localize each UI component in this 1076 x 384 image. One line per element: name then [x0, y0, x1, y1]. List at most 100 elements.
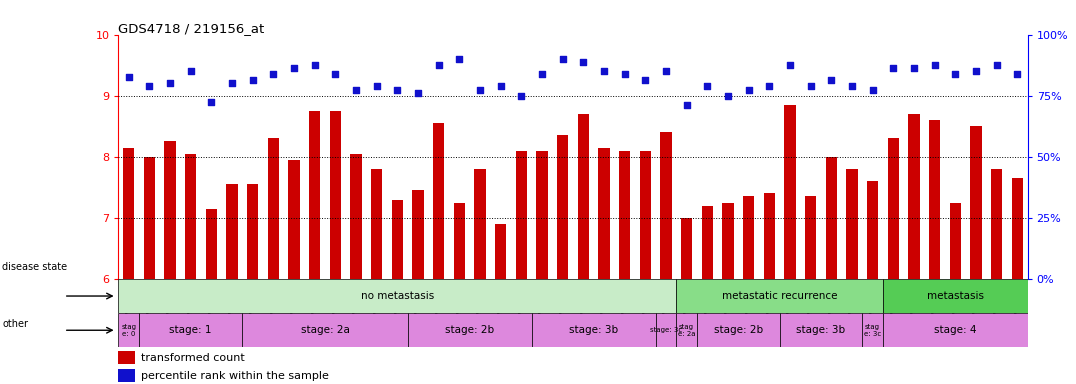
Bar	[206, 209, 217, 279]
Text: transformed count: transformed count	[141, 353, 245, 362]
Bar	[247, 184, 258, 279]
Bar	[412, 190, 424, 279]
Point	[471, 86, 489, 93]
Point	[637, 77, 654, 83]
Text: stag
e: 2a: stag e: 2a	[678, 324, 695, 337]
Bar	[681, 218, 692, 279]
Bar	[780, 313, 862, 348]
Point	[720, 93, 737, 99]
Bar	[578, 114, 589, 279]
Bar	[908, 114, 920, 279]
Point	[202, 99, 220, 105]
Point	[182, 68, 199, 74]
Bar	[118, 279, 677, 313]
Point	[306, 62, 323, 68]
Bar	[268, 138, 279, 279]
Bar	[371, 169, 382, 279]
Point	[802, 83, 819, 89]
Point	[451, 56, 468, 62]
Point	[161, 80, 179, 86]
Point	[388, 86, 406, 93]
Point	[1008, 71, 1025, 77]
Point	[617, 71, 634, 77]
Text: other: other	[2, 319, 28, 329]
Text: disease state: disease state	[2, 262, 68, 272]
Point	[348, 86, 365, 93]
Bar	[950, 203, 961, 279]
Bar	[454, 203, 465, 279]
Point	[698, 83, 716, 89]
Point	[844, 83, 861, 89]
Text: stage: 4: stage: 4	[934, 325, 977, 335]
Point	[823, 77, 840, 83]
Bar	[661, 132, 671, 279]
Text: GDS4718 / 219156_at: GDS4718 / 219156_at	[118, 22, 265, 35]
Point	[492, 83, 509, 89]
Bar	[619, 151, 631, 279]
Text: stag
e: 3c: stag e: 3c	[864, 324, 881, 337]
Bar	[288, 160, 300, 279]
Point	[368, 83, 385, 89]
Bar	[433, 123, 444, 279]
Bar	[702, 205, 713, 279]
Point	[285, 65, 302, 71]
Bar	[309, 111, 321, 279]
Bar	[536, 151, 548, 279]
Point	[327, 71, 344, 77]
Bar	[408, 313, 532, 348]
Bar	[475, 169, 485, 279]
Bar	[118, 313, 139, 348]
Point	[265, 71, 282, 77]
Point	[141, 83, 158, 89]
Point	[595, 68, 612, 74]
Point	[905, 65, 922, 71]
Point	[864, 86, 881, 93]
Bar	[883, 279, 1028, 313]
Bar	[495, 224, 507, 279]
Text: stage: 3b: stage: 3b	[569, 325, 619, 335]
Point	[678, 102, 695, 108]
Point	[740, 86, 758, 93]
Point	[244, 77, 261, 83]
Bar	[722, 203, 734, 279]
Bar	[888, 138, 898, 279]
Point	[967, 68, 985, 74]
Text: stage: 2b: stage: 2b	[445, 325, 494, 335]
Bar	[929, 120, 940, 279]
Text: stage: 2a: stage: 2a	[300, 325, 350, 335]
Bar	[639, 151, 651, 279]
Bar	[118, 369, 134, 382]
Point	[121, 74, 138, 80]
Bar	[139, 313, 242, 348]
Bar	[392, 200, 404, 279]
Bar	[351, 154, 362, 279]
Point	[534, 71, 551, 77]
Bar	[883, 313, 1028, 348]
Bar	[1011, 178, 1023, 279]
Bar	[862, 313, 883, 348]
Point	[657, 68, 675, 74]
Bar	[515, 151, 527, 279]
Bar	[329, 111, 341, 279]
Text: stage: 2b: stage: 2b	[713, 325, 763, 335]
Point	[430, 62, 448, 68]
Bar	[991, 169, 1002, 279]
Point	[575, 59, 592, 65]
Bar	[784, 105, 795, 279]
Bar	[677, 313, 697, 348]
Point	[409, 89, 426, 96]
Bar	[742, 197, 754, 279]
Bar	[867, 181, 878, 279]
Bar	[118, 351, 134, 364]
Bar	[655, 313, 677, 348]
Bar	[557, 136, 568, 279]
Text: stage: 3c: stage: 3c	[650, 327, 682, 333]
Point	[988, 62, 1005, 68]
Point	[224, 80, 241, 86]
Bar	[226, 184, 238, 279]
Text: metastatic recurrence: metastatic recurrence	[722, 291, 837, 301]
Bar	[846, 169, 858, 279]
Bar	[123, 147, 134, 279]
Text: no metastasis: no metastasis	[360, 291, 434, 301]
Bar	[697, 313, 780, 348]
